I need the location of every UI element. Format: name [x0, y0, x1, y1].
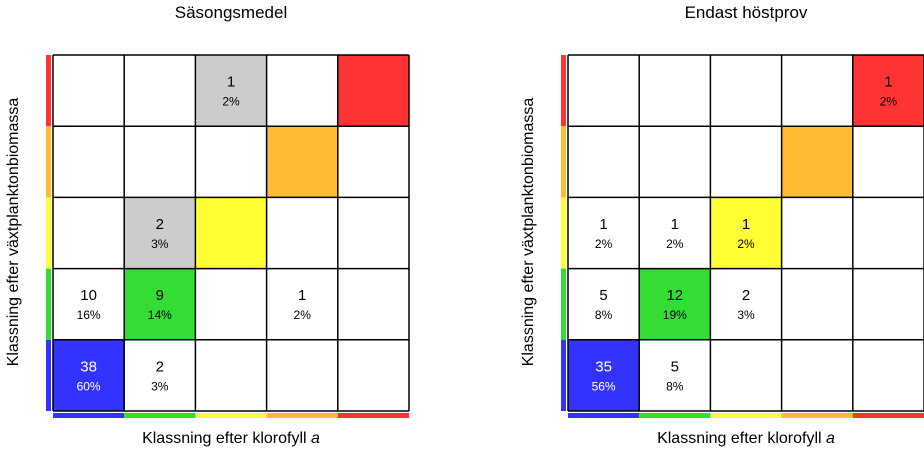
cell-percent-label: 8%: [666, 379, 684, 393]
row-class-strip: [561, 339, 566, 411]
chart-title: Säsongsmedel: [174, 3, 288, 22]
cell-percent-label: 3%: [151, 237, 169, 251]
cell-percent-label: 2%: [880, 95, 898, 109]
cell-count-label: 1: [671, 216, 679, 233]
panel-left: Säsongsmedel Klassning efter växtplankto…: [5, 3, 410, 448]
matrix-svg: 1 2% 1 2% 1 2% 1 2% 5 8% 12 19% 2 3% 35 56% 5 8%: [561, 54, 924, 418]
cell-count-label: 5: [599, 287, 607, 304]
chart-title: Endast höstprov: [684, 3, 808, 22]
row-class-strip: [46, 55, 51, 127]
x-axis-label-variable: a: [311, 430, 320, 447]
col-class-strip: [124, 413, 196, 418]
matrix-cell-fill: [852, 55, 924, 127]
cell-count-label: 1: [227, 74, 235, 91]
matrix-cell-fill: [710, 197, 782, 269]
col-class-strip: [781, 413, 853, 418]
matrix-cell-fill: [781, 126, 853, 198]
matrix-cell-fill: [195, 197, 267, 269]
col-class-strip: [195, 413, 267, 418]
cell-percent-label: 2%: [222, 95, 240, 109]
col-class-strip: [852, 413, 924, 418]
row-class-strip: [46, 197, 51, 269]
x-axis-label-text: Klassning efter klorofyll: [657, 430, 827, 447]
row-class-strip: [561, 55, 566, 127]
matrix-cell-fill: [195, 55, 267, 127]
row-class-strip: [46, 268, 51, 340]
cell-percent-label: 19%: [663, 308, 687, 322]
matrix-cell-fill: [124, 197, 196, 269]
row-class-strip: [561, 197, 566, 269]
cell-count-label: 38: [80, 358, 97, 375]
x-axis-label-text: Klassning efter klorofyll: [142, 430, 312, 447]
cell-count-label: 1: [884, 74, 892, 91]
row-class-strip: [561, 126, 566, 198]
matrix-cell-fill: [266, 126, 338, 198]
matrix-cell-fill: [639, 268, 711, 340]
cell-percent-label: 3%: [737, 308, 755, 322]
panel-right: Endast höstprov Klassning efter växtplan…: [515, 0, 924, 452]
row-class-strip: [46, 339, 51, 411]
matrix-cell-fill: [337, 55, 409, 127]
cell-percent-label: 8%: [595, 308, 613, 322]
row-class-strip: [46, 126, 51, 198]
x-axis-label: Klassning efter klorofyll a: [53, 430, 409, 448]
cell-percent-label: 56%: [592, 379, 616, 393]
cell-percent-label: 2%: [595, 237, 613, 251]
cell-percent-label: 2%: [294, 308, 312, 322]
cell-count-label: 1: [742, 216, 750, 233]
col-class-strip: [337, 413, 409, 418]
matrix-cell-fill: [53, 339, 125, 411]
cell-count-label: 10: [80, 287, 97, 304]
col-class-strip: [568, 413, 640, 418]
cell-count-label: 5: [671, 358, 679, 375]
cell-count-label: 2: [156, 216, 164, 233]
col-class-strip: [639, 413, 711, 418]
x-axis-label: Klassning efter klorofyll a: [568, 430, 924, 448]
cell-percent-label: 2%: [737, 237, 755, 251]
cell-percent-label: 2%: [666, 237, 684, 251]
cell-percent-label: 16%: [77, 308, 101, 322]
cell-count-label: 2: [742, 287, 750, 304]
cell-count-label: 9: [156, 287, 164, 304]
cell-percent-label: 60%: [77, 379, 101, 393]
col-class-strip: [266, 413, 338, 418]
matrix-cell-fill: [568, 339, 640, 411]
matrix-cell-fill: [124, 268, 196, 340]
cell-count-label: 1: [298, 287, 306, 304]
matrix-svg: 1 2% 2 3% 10 16% 9 14% 1 2% 38 60% 2 3%: [46, 54, 410, 418]
row-class-strip: [561, 268, 566, 340]
cell-percent-label: 14%: [148, 308, 172, 322]
col-class-strip: [53, 413, 125, 418]
cell-count-label: 2: [156, 358, 164, 375]
cell-count-label: 1: [599, 216, 607, 233]
col-class-strip: [710, 413, 782, 418]
cell-percent-label: 3%: [151, 379, 169, 393]
x-axis-label-variable: a: [826, 430, 835, 447]
cell-count-label: 12: [666, 287, 683, 304]
cell-count-label: 35: [595, 358, 612, 375]
